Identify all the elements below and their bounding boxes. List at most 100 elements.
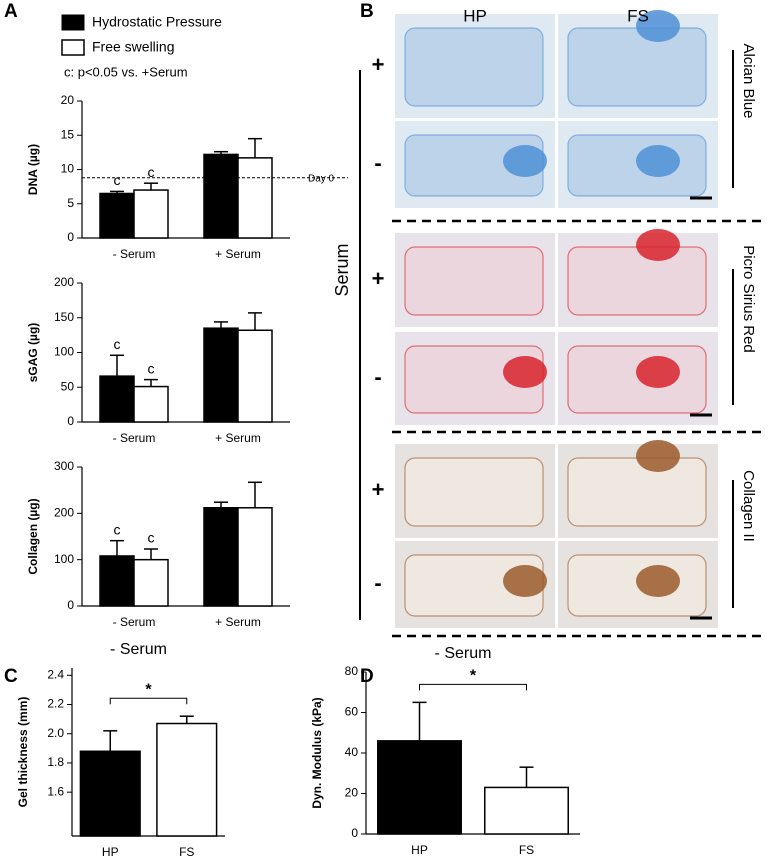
bar — [156, 722, 218, 837]
x-tick-label: FS — [519, 843, 534, 857]
tissue-fragment — [636, 440, 680, 472]
y-tick-label: 150 — [54, 310, 74, 324]
row-label: - — [374, 150, 381, 175]
x-tick-label: - Serum — [113, 247, 156, 261]
bar — [203, 507, 239, 607]
factor-label: Serum — [332, 243, 352, 296]
significance-bracket — [419, 683, 527, 691]
y-tick-label: 200 — [54, 506, 74, 520]
y-axis-label: sGAG (µg) — [26, 323, 40, 383]
y-tick-label: 0 — [67, 414, 74, 428]
significance-label: c — [114, 521, 121, 537]
tissue-fragment — [503, 356, 547, 388]
panel-letter: C — [4, 666, 18, 687]
bar — [203, 153, 239, 239]
row-label: + — [372, 477, 385, 502]
y-tick-label: 300 — [54, 459, 74, 473]
x-tick-label: + Serum — [215, 431, 261, 445]
panel-letter: D — [360, 666, 374, 687]
stain-label: Collagen II — [740, 470, 757, 542]
y-tick-label: 10 — [61, 162, 75, 176]
bar — [99, 192, 135, 239]
y-tick-label: 60 — [345, 705, 359, 719]
bar — [377, 740, 462, 835]
tissue-fragment — [636, 10, 680, 42]
significance-label: c — [114, 336, 121, 352]
row-label: + — [372, 266, 385, 291]
y-tick-label: 1.6 — [47, 784, 64, 798]
note: c: p<0.05 vs. +Serum — [64, 64, 188, 79]
x-tick-label: HP — [102, 845, 119, 857]
stain-label: Picro Sirius Red — [740, 245, 757, 353]
x-tick-label: - Serum — [113, 431, 156, 445]
y-axis-label: Dyn. Modulus (kPa) — [310, 697, 324, 808]
tissue-fragment — [636, 145, 680, 177]
bar — [203, 327, 239, 423]
bar — [133, 558, 169, 607]
panel-letter: A — [4, 1, 18, 22]
y-tick-label: 40 — [345, 745, 359, 759]
tissue-fragment — [636, 565, 680, 597]
significance-label: * — [145, 681, 152, 698]
tissue-fragment — [636, 229, 680, 261]
bar — [99, 555, 135, 607]
y-axis-label: DNA (µg) — [26, 144, 40, 195]
x-tick-label: + Serum — [215, 615, 261, 629]
legend-swatch — [61, 14, 85, 31]
chart-title: - Serum — [435, 645, 492, 662]
bar — [237, 157, 273, 239]
bar — [237, 507, 273, 607]
legend-swatch — [61, 39, 85, 56]
tissue — [567, 246, 707, 316]
y-tick-label: 5 — [67, 196, 74, 210]
y-axis-label: Collagen (µg) — [26, 498, 40, 574]
row-label: + — [372, 52, 385, 77]
y-tick-label: 1.8 — [47, 755, 64, 769]
tissue-fragment — [503, 145, 547, 177]
x-tick-label: HP — [411, 843, 428, 857]
x-tick-label: - Serum — [113, 615, 156, 629]
chart-title: - Serum — [110, 641, 167, 658]
y-tick-label: 0 — [67, 230, 74, 244]
stain-label: Alcian Blue — [740, 43, 757, 118]
y-tick-label: 2.4 — [47, 667, 64, 681]
x-tick-label: + Serum — [215, 247, 261, 261]
reference-label: Day 0 — [308, 173, 335, 184]
y-tick-label: 50 — [61, 379, 75, 393]
y-tick-label: 80 — [345, 664, 359, 678]
row-label: - — [374, 364, 381, 389]
tissue — [404, 457, 544, 527]
y-tick-label: 20 — [345, 786, 359, 800]
histology-panel: + - Alcian Blue + - Picro Sirius Red + - Collage… — [332, 6, 765, 638]
tissue — [404, 246, 544, 316]
bar — [484, 786, 569, 835]
y-tick-label: 15 — [61, 127, 75, 141]
y-tick-label: 0 — [351, 826, 358, 840]
legend-label: Hydrostatic Pressure — [92, 14, 222, 30]
significance-bracket — [109, 697, 188, 705]
significance-label: * — [470, 668, 477, 685]
y-tick-label: 2.0 — [47, 726, 64, 740]
bar — [133, 385, 169, 423]
significance-label: c — [148, 530, 155, 546]
significance-label: c — [114, 172, 121, 188]
y-tick-label: 100 — [54, 552, 74, 566]
tissue-fragment — [636, 356, 680, 388]
y-tick-label: 200 — [54, 275, 74, 289]
y-tick-label: 0 — [67, 598, 74, 612]
y-tick-label: 100 — [54, 345, 74, 359]
tissue — [567, 345, 707, 414]
y-tick-label: 2.2 — [47, 697, 64, 711]
x-tick-label: FS — [179, 845, 194, 857]
legend-label: Free swelling — [92, 39, 174, 55]
tissue — [567, 27, 707, 107]
bar — [79, 750, 141, 837]
column-label: FS — [627, 6, 649, 25]
y-axis-label: Gel thickness (mm) — [16, 697, 30, 808]
y-tick-label: 20 — [61, 93, 75, 107]
column-label: HP — [463, 6, 487, 25]
tissue — [567, 457, 707, 527]
row-label: - — [374, 570, 381, 595]
significance-label: c — [148, 164, 155, 180]
